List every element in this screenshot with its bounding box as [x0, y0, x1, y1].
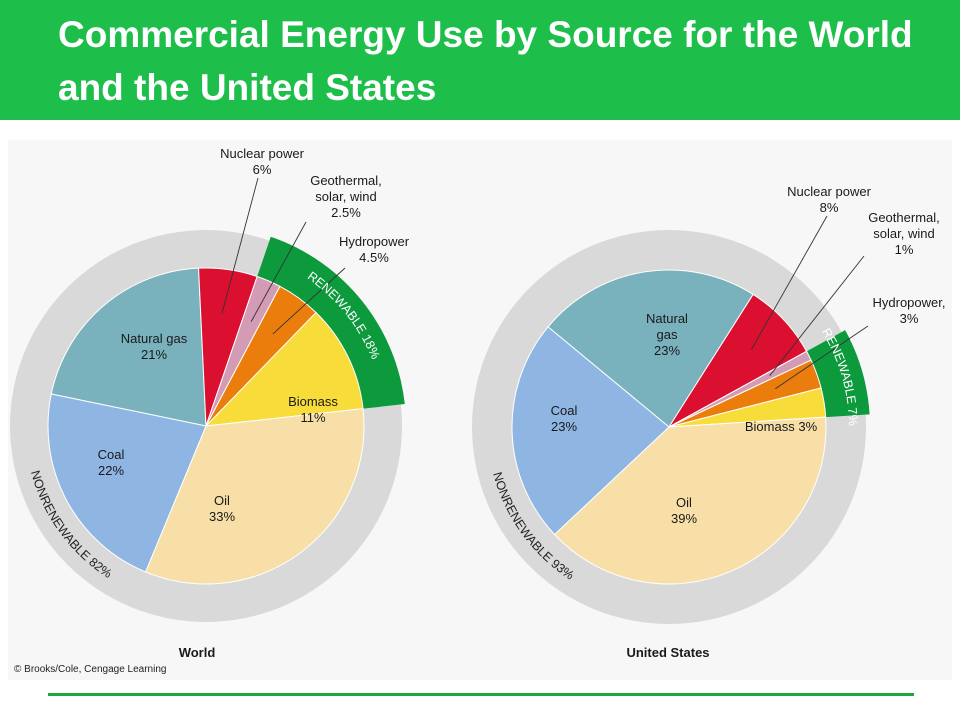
- world-callout-geothermal-solar-wind: [250, 221, 307, 322]
- us-label-nuclear-power: Nuclear power 8%: [787, 184, 871, 215]
- world-label-natural-gas: Natural gas 21%: [121, 331, 188, 362]
- bottom-divider: [48, 693, 914, 696]
- us-label-geothermal-solar-wind: Geothermal, solar, wind 1%: [868, 210, 940, 257]
- world-slice-biomass: [204, 311, 364, 427]
- us-callout-geothermal-solar-wind: [769, 255, 865, 376]
- world-renewable-ring: [254, 236, 405, 410]
- copyright-credit: © Brooks/Cole, Cengage Learning: [14, 664, 167, 675]
- world-slice-coal: [47, 393, 207, 573]
- world-pie: [10, 177, 405, 622]
- world-label-oil: Oil 33%: [209, 493, 235, 524]
- world-label-nuclear-power: Nuclear power 6%: [220, 146, 304, 177]
- us-label-coal: Coal 23%: [551, 403, 578, 434]
- slide-title: Commercial Energy Use by Source for the …: [58, 14, 913, 108]
- us-slice-coal: [511, 326, 670, 536]
- world-slice-oil: [144, 408, 365, 585]
- us-label-hydropower: Hydropower, 3%: [873, 295, 946, 326]
- world-label-geothermal-solar-wind: Geothermal, solar, wind 2.5%: [310, 173, 382, 220]
- us-slice-natural-gas: [547, 269, 754, 428]
- us-slice-oil: [553, 416, 827, 585]
- us-chart-title: United States: [626, 645, 709, 660]
- world-slice-natural-gas: [50, 267, 207, 427]
- us-callout-hydropower: [775, 325, 869, 390]
- world-chart-title: World: [179, 645, 216, 660]
- us-callout-nuclear-power: [751, 215, 828, 350]
- world-callout-nuclear-power: [221, 177, 259, 314]
- us-label-biomass: Biomass 3%: [745, 419, 818, 434]
- world-label-coal: Coal 22%: [98, 447, 125, 478]
- world-label-biomass: Biomass 11%: [288, 394, 338, 425]
- world-callout-hydropower: [272, 267, 346, 335]
- world-label-hydropower: Hydropower 4.5%: [339, 234, 410, 265]
- us-label-natural-gas: Natural gas 23%: [646, 311, 688, 358]
- title-banner: Commercial Energy Use by Source for the …: [0, 0, 960, 120]
- us-pie: [472, 215, 870, 624]
- us-label-oil: Oil 39%: [671, 495, 697, 526]
